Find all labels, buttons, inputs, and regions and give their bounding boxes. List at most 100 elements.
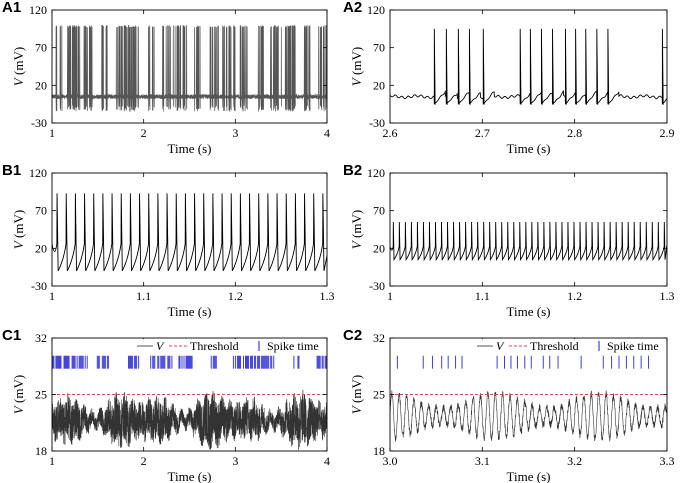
y-tick-label: 120 xyxy=(29,166,47,180)
x-tick-label: 2.9 xyxy=(660,126,675,140)
voltage-trace xyxy=(52,25,327,112)
y-tick-label: 18 xyxy=(373,444,385,458)
y-axis-label-unit: (mV) xyxy=(349,210,364,241)
y-axis-label: V (mV) xyxy=(349,210,364,249)
panel-a1: -30 20 70 120 1 2 3 4 Time (s) V (mV) A1 xyxy=(2,0,330,156)
legend-v-label: V xyxy=(156,339,165,353)
y-axis-label-unit: (mV) xyxy=(11,47,26,78)
legend-bg xyxy=(473,339,665,353)
y-tick-label: 20 xyxy=(35,241,47,255)
y-tick-label: 20 xyxy=(373,78,385,92)
y-axis-label-unit: (mV) xyxy=(11,210,26,241)
legend: V Threshold Spike time xyxy=(473,339,665,353)
y-axis-label-var: V xyxy=(349,239,364,249)
y-axis-label: V (mV) xyxy=(349,375,364,414)
x-tick-label: 2 xyxy=(141,126,147,140)
y-tick-label: 120 xyxy=(29,3,47,17)
panel-label: B1 xyxy=(2,162,21,179)
legend-spike-label: Spike time xyxy=(267,339,319,353)
y-tick-label: 32 xyxy=(35,331,47,345)
y-axis-label-var: V xyxy=(11,404,26,414)
plot-area xyxy=(390,28,667,105)
x-tick-label: 1.3 xyxy=(320,289,335,303)
panel-label: A1 xyxy=(2,0,21,16)
y-axis-label-var: V xyxy=(349,404,364,414)
y-tick-label: -30 xyxy=(31,116,47,130)
legend-v-label: V xyxy=(496,339,505,353)
y-tick-label: 20 xyxy=(373,241,385,255)
y-axis-label: V (mV) xyxy=(11,210,26,249)
panel-label: C1 xyxy=(2,327,21,344)
x-axis-label: Time (s) xyxy=(507,304,551,319)
plot-area xyxy=(52,193,327,272)
x-axis-label: Time (s) xyxy=(507,141,551,156)
y-axis-label-var: V xyxy=(11,239,26,249)
panel-c1: 18 25 32 1 2 3 4 Time (s) V (mV) C1 V Threshold Spik… xyxy=(2,327,330,483)
panel-b1: -30 20 70 120 1 1.1 1.2 1.3 Time (s) V (mV) B1 xyxy=(2,162,335,319)
voltage-trace xyxy=(390,221,667,262)
y-tick-label: 70 xyxy=(35,41,47,55)
x-axis-label: Time (s) xyxy=(168,304,212,319)
x-tick-label: 1.1 xyxy=(475,289,490,303)
y-tick-label: 20 xyxy=(35,78,47,92)
x-tick-label: 3 xyxy=(232,454,238,468)
y-tick-label: 120 xyxy=(367,166,385,180)
voltage-trace xyxy=(390,390,667,442)
y-tick-label: -30 xyxy=(369,279,385,293)
legend-threshold-label: Threshold xyxy=(530,339,579,353)
x-tick-label: 1.1 xyxy=(136,289,151,303)
x-tick-label: 1.3 xyxy=(660,289,675,303)
x-tick-label: 4 xyxy=(324,126,330,140)
y-axis-label-var: V xyxy=(349,76,364,86)
y-axis-label: V (mV) xyxy=(349,47,364,86)
plot-area xyxy=(52,25,327,112)
axes-frame xyxy=(51,9,328,124)
x-tick-label: 1 xyxy=(49,454,55,468)
axes-frame xyxy=(389,9,668,124)
panel-label: A2 xyxy=(343,0,362,16)
legend-bg xyxy=(133,339,325,353)
panel-label: C2 xyxy=(343,327,362,344)
y-tick-label: 70 xyxy=(35,204,47,218)
x-tick-label: 3.1 xyxy=(475,454,490,468)
x-axis-label: Time (s) xyxy=(507,469,551,483)
y-axis-label: V (mV) xyxy=(11,47,26,86)
y-axis-label-unit: (mV) xyxy=(349,47,364,78)
x-tick-label: 2.6 xyxy=(383,126,398,140)
panel-a2: -30 20 70 120 2.6 2.7 2.8 2.9 Time (s) V (mV) A2 xyxy=(343,0,675,156)
panel-label: B2 xyxy=(343,162,362,179)
voltage-trace xyxy=(52,193,327,272)
y-tick-label: 32 xyxy=(373,331,385,345)
x-tick-label: 3.2 xyxy=(567,454,582,468)
y-tick-label: 70 xyxy=(373,41,385,55)
y-axis-label-unit: (mV) xyxy=(11,375,26,406)
x-tick-label: 2.7 xyxy=(475,126,490,140)
plot-area xyxy=(390,355,667,442)
y-tick-label: -30 xyxy=(31,279,47,293)
x-axis-label: Time (s) xyxy=(168,141,212,156)
x-tick-label: 3.3 xyxy=(660,454,675,468)
x-tick-label: 1 xyxy=(387,289,393,303)
x-tick-label: 3.0 xyxy=(383,454,398,468)
x-tick-label: 2 xyxy=(141,454,147,468)
y-axis-label-var: V xyxy=(11,76,26,86)
x-tick-label: 1.2 xyxy=(228,289,243,303)
y-tick-label: 18 xyxy=(35,444,47,458)
plot-area xyxy=(390,221,667,262)
y-tick-label: 70 xyxy=(373,204,385,218)
x-tick-label: 1 xyxy=(49,289,55,303)
x-axis-label: Time (s) xyxy=(168,469,212,483)
x-tick-label: 4 xyxy=(324,454,330,468)
x-tick-label: 1.2 xyxy=(567,289,582,303)
panel-c2: 18 25 32 3.0 3.1 3.2 3.3 Time (s) V (mV) C2 V Thres… xyxy=(343,327,675,483)
x-tick-label: 1 xyxy=(49,126,55,140)
legend: V Threshold Spike time xyxy=(133,339,325,353)
voltage-trace xyxy=(52,389,327,451)
x-tick-label: 2.8 xyxy=(567,126,582,140)
legend-threshold-label: Threshold xyxy=(190,339,239,353)
panel-b2: -30 20 70 120 1 1.1 1.2 1.3 Time (s) V (mV) B2 xyxy=(343,162,675,319)
y-axis-label-unit: (mV) xyxy=(349,375,364,406)
y-axis-label: V (mV) xyxy=(11,375,26,414)
y-tick-label: -30 xyxy=(369,116,385,130)
legend-spike-label: Spike time xyxy=(607,339,659,353)
